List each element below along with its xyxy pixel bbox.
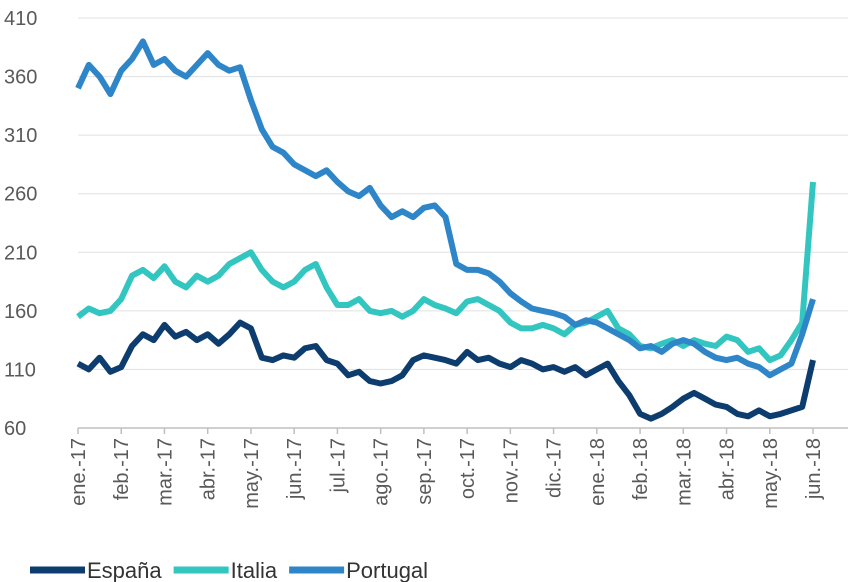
x-tick-label: mar.-17 bbox=[154, 438, 176, 506]
y-tick-label: 210 bbox=[4, 242, 37, 264]
y-tick-label: 60 bbox=[4, 418, 26, 440]
x-tick-label: jun.-17 bbox=[284, 438, 306, 500]
x-tick-label: oct.-17 bbox=[457, 438, 479, 499]
x-tick-label: sep.-17 bbox=[414, 438, 436, 505]
x-tick-label: jun.-18 bbox=[803, 438, 825, 500]
legend-label: Portugal bbox=[346, 558, 428, 582]
y-tick-label: 110 bbox=[4, 359, 36, 381]
x-tick-label: feb.-18 bbox=[630, 438, 652, 500]
line bbox=[76, 319, 816, 422]
x-tick-label: dic.-17 bbox=[544, 438, 566, 498]
x-tick-label: ago.-17 bbox=[371, 438, 393, 506]
x-tick-label: feb.-17 bbox=[111, 438, 133, 500]
x-tick-label: abr.-18 bbox=[717, 438, 739, 500]
y-tick-label: 260 bbox=[4, 184, 37, 206]
legend-label: España bbox=[87, 558, 162, 582]
line bbox=[75, 38, 816, 379]
x-tick-label: nov.-17 bbox=[500, 438, 522, 503]
y-tick-label: 310 bbox=[4, 125, 37, 147]
x-tick-label: ene.-18 bbox=[587, 438, 609, 506]
y-tick-label: 410 bbox=[4, 8, 37, 30]
x-tick-label: jul.-17 bbox=[327, 438, 349, 493]
x-tick-label: abr.-17 bbox=[198, 438, 220, 500]
x-tick-label: may.-17 bbox=[241, 438, 263, 509]
legend-label: Italia bbox=[231, 558, 278, 582]
x-tick-label: may.-18 bbox=[760, 438, 782, 509]
y-tick-label: 360 bbox=[4, 67, 37, 89]
x-tick-label: mar.-18 bbox=[673, 438, 695, 506]
y-tick-label: 160 bbox=[4, 301, 37, 323]
x-tick-label: ene.-17 bbox=[68, 438, 90, 506]
